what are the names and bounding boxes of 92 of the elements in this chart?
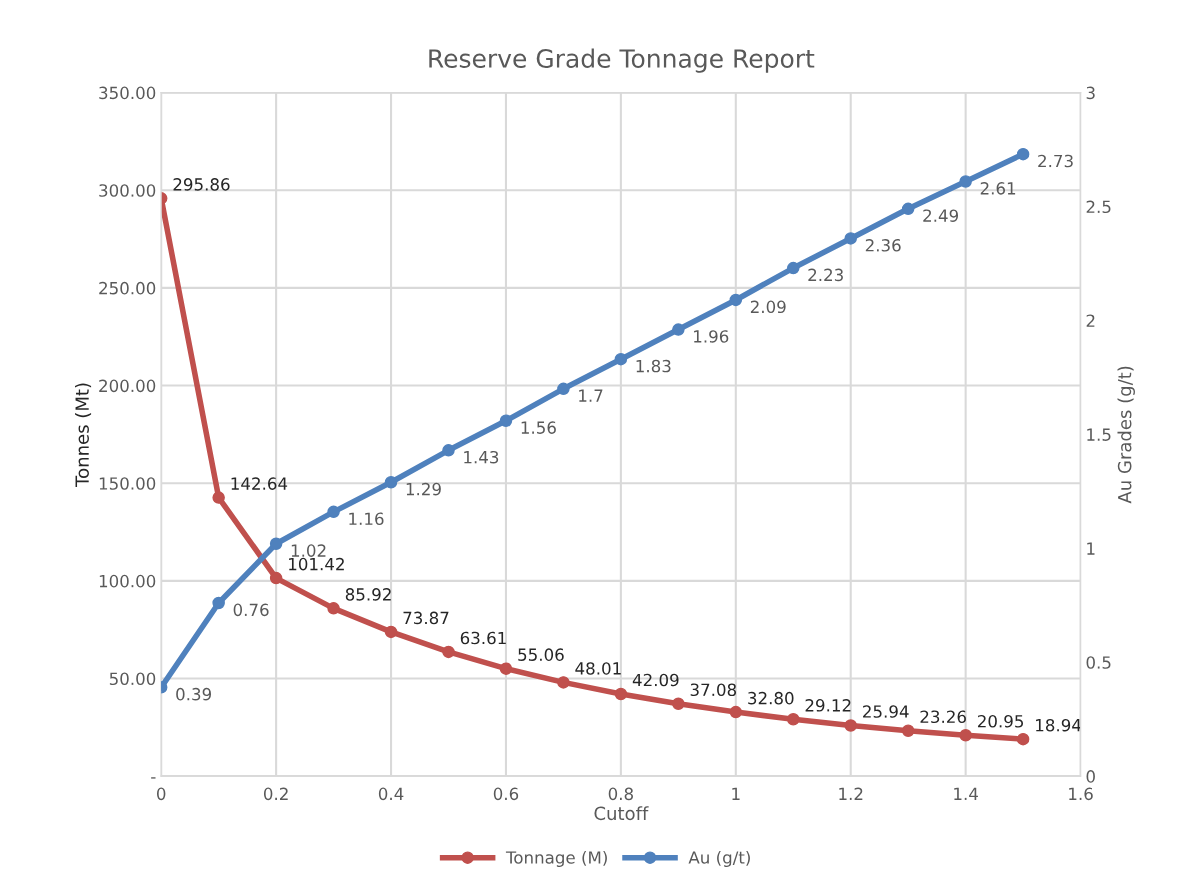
x-tick-label: 0.8 <box>608 787 633 801</box>
point <box>901 202 915 216</box>
y-axis-title: Tonnes (Mt) <box>75 383 92 487</box>
data-label: 1.29 <box>406 482 441 496</box>
data-label: 48.01 <box>575 662 621 675</box>
y2-tick-label: 0 <box>1086 770 1095 783</box>
data-label: 73.87 <box>403 611 449 625</box>
point <box>384 475 398 489</box>
point <box>557 676 570 689</box>
point <box>901 724 915 737</box>
point <box>844 719 857 732</box>
data-label: 25.94 <box>863 705 909 718</box>
x-tick-label: 1.4 <box>954 787 978 800</box>
x-tick-label: 0.2 <box>263 787 288 801</box>
point <box>729 293 743 307</box>
data-label: 85.92 <box>345 588 391 601</box>
x-tick-label: 1.2 <box>839 787 863 800</box>
point <box>844 232 857 245</box>
point <box>959 175 972 188</box>
point <box>959 728 972 742</box>
point <box>442 444 455 457</box>
y2-tick-label: 2 <box>1086 314 1095 327</box>
y-tick-label: 300.00 <box>99 184 156 197</box>
data-label: 2.49 <box>923 209 959 222</box>
data-label: 23.26 <box>920 710 966 724</box>
data-label: 2.09 <box>750 300 786 314</box>
y-tick-label: 350.00 <box>99 86 156 100</box>
point <box>787 713 800 726</box>
point <box>672 697 685 710</box>
data-label: 101.42 <box>289 557 344 571</box>
point <box>614 687 628 701</box>
point <box>787 261 800 275</box>
data-label: 2.36 <box>865 239 901 252</box>
point <box>442 645 455 659</box>
data-label: 1.43 <box>464 450 499 464</box>
point <box>1016 732 1030 746</box>
point <box>499 414 513 427</box>
legend-label: Au (g/t) <box>688 850 750 867</box>
y2-tick-label: 1.5 <box>1087 428 1111 441</box>
data-label: 1.56 <box>521 421 556 434</box>
point <box>212 596 225 610</box>
y-tick-label: 50.00 <box>109 672 156 686</box>
data-label: 32.80 <box>748 691 794 705</box>
point <box>327 602 340 615</box>
data-label: 0.76 <box>233 603 269 617</box>
point <box>1016 147 1030 161</box>
point <box>327 505 340 519</box>
y2-tick-label: 0.5 <box>1086 656 1111 669</box>
data-label: 0.39 <box>176 687 212 701</box>
y-tick-label: 150.00 <box>99 477 156 490</box>
data-label: 20.95 <box>977 714 1024 728</box>
data-label: 1.7 <box>579 389 603 402</box>
chart-title: Reserve Grade Tonnage Report <box>429 48 815 73</box>
point <box>729 705 743 719</box>
x-tick-label: 0.4 <box>378 787 404 801</box>
data-label: 18.94 <box>1036 718 1081 732</box>
point <box>614 352 628 366</box>
data-label: 63.61 <box>460 631 506 645</box>
data-label: 37.08 <box>690 683 737 697</box>
y2-axis-title: Au Grades (g/t) <box>1117 366 1135 504</box>
point <box>269 537 283 551</box>
y-tick-label: 100.00 <box>99 574 156 588</box>
data-label: 2.73 <box>1038 154 1073 168</box>
point <box>384 625 398 639</box>
point <box>212 491 225 504</box>
data-label: 2.23 <box>808 268 843 282</box>
legend-label: Tonnage (M) <box>505 850 607 867</box>
data-label: 55.06 <box>518 648 564 661</box>
y-tick-label: 250.00 <box>99 281 156 295</box>
x-axis-title: Cutoff <box>594 806 649 821</box>
point <box>672 323 685 336</box>
data-label: 1.16 <box>349 512 384 526</box>
point <box>499 662 513 675</box>
x-tick-label: 1.6 <box>1069 787 1093 801</box>
data-label: 142.64 <box>231 477 288 490</box>
y2-tick-label: 3 <box>1086 86 1095 100</box>
data-label: 29.12 <box>805 699 851 712</box>
data-label: 1.02 <box>291 544 326 557</box>
y2-tick-label: 1 <box>1087 542 1095 555</box>
data-label: 1.83 <box>636 359 671 373</box>
y2-tick-label: 2.5 <box>1086 200 1111 214</box>
y-tick-label: - <box>151 777 156 779</box>
point <box>557 382 570 396</box>
point <box>269 571 283 585</box>
data-label: 1.96 <box>694 330 729 343</box>
y-tick-label: 200.00 <box>99 379 156 393</box>
x-tick-label: 1 <box>732 787 740 800</box>
data-label: 2.61 <box>980 182 1016 195</box>
data-label: 42.09 <box>632 673 679 687</box>
x-tick-label: 0 <box>156 787 166 801</box>
data-label: 295.86 <box>173 178 230 191</box>
x-tick-label: 0.6 <box>493 787 519 801</box>
